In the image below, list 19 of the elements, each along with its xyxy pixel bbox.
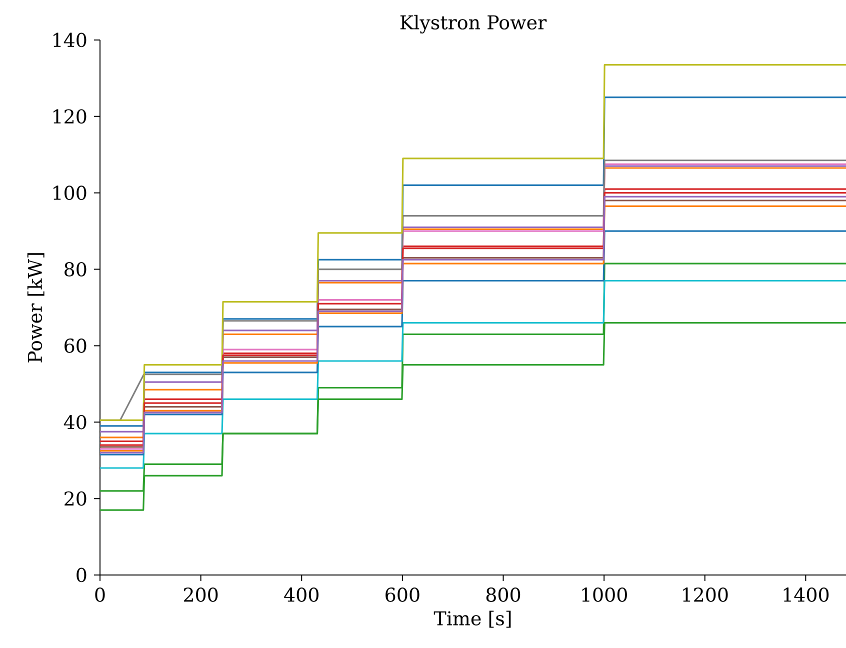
x-tick-label: 400: [284, 588, 318, 602]
y-tick-label: 140: [54, 32, 86, 48]
x-tick-label: 200: [184, 588, 218, 602]
y-tick-label: 80: [64, 262, 86, 276]
x-tick-label: 1000: [582, 588, 627, 602]
y-axis-title: Power [kW]: [27, 253, 44, 362]
x-tick-label: 1400: [784, 588, 829, 602]
y-tick-label: 40: [64, 414, 86, 430]
y-tick-label: 60: [64, 338, 86, 353]
x-tick-label: 600: [386, 588, 420, 602]
x-axis-title: Time [s]: [434, 610, 511, 628]
y-tick-label: 120: [54, 109, 86, 124]
chart-title: Klystron Power: [400, 14, 547, 34]
x-tick-label: 0: [95, 588, 105, 602]
y-tick-label: 100: [54, 186, 86, 200]
y-tick-label: 0: [76, 568, 86, 582]
x-tick-label: 800: [486, 588, 520, 602]
x-tick-label: 1200: [683, 588, 728, 602]
y-tick-label: 20: [64, 491, 86, 506]
